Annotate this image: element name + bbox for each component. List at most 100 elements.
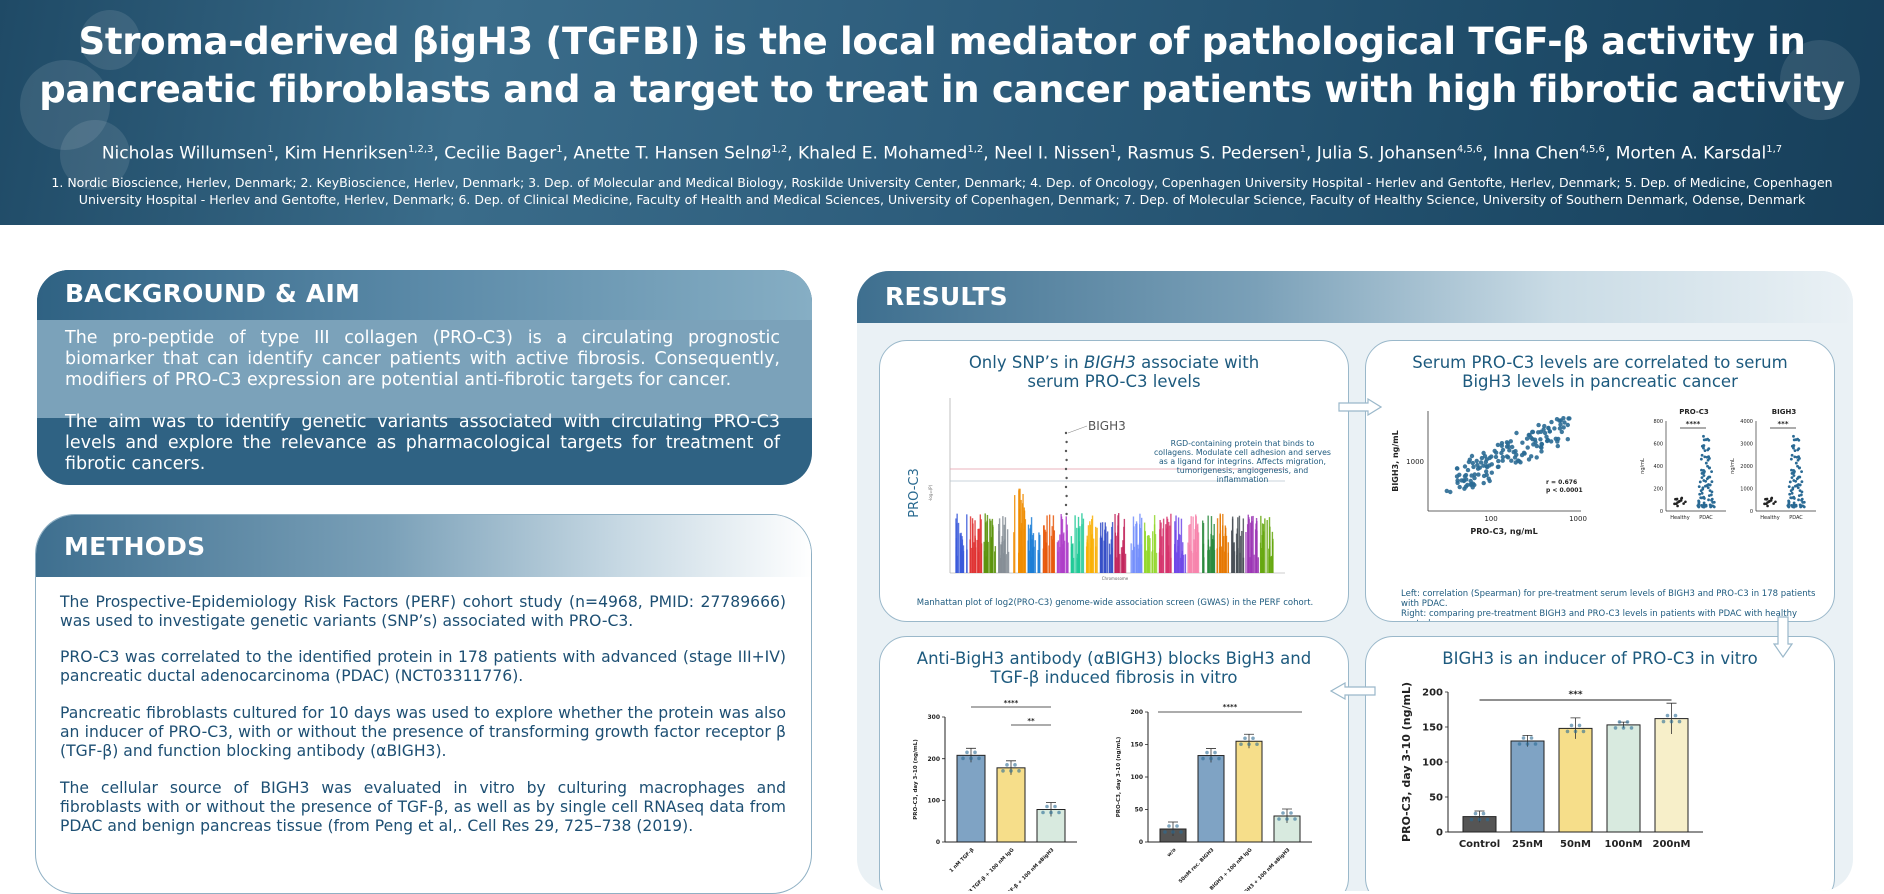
pdac-point <box>1702 469 1706 472</box>
healthy-point <box>1676 504 1679 508</box>
scatter-point <box>1542 423 1547 429</box>
scatter-point <box>1565 422 1570 428</box>
card-title: Serum PRO-C3 levels are correlated to se… <box>1412 353 1788 391</box>
replicate-point <box>1201 756 1205 761</box>
results-panel: RESULTS Only SNP’s in BIGH3 associate wi… <box>857 271 1853 891</box>
replicate-point <box>1613 726 1618 730</box>
pdac-point <box>1702 479 1706 482</box>
pdac-point <box>1710 470 1713 474</box>
replicate-point <box>1251 736 1255 741</box>
scatter-point <box>1487 455 1492 461</box>
pdac-point <box>1702 497 1706 500</box>
pdac-point <box>1794 461 1798 465</box>
scatter-point <box>1554 417 1560 422</box>
methods-paragraph: PRO-C3 was correlated to the identified … <box>60 648 786 685</box>
pdac-point <box>1702 474 1706 477</box>
pdac-point <box>1705 477 1709 481</box>
methods-paragraph: The cellular source of BIGH3 was evaluat… <box>60 779 786 835</box>
replicate-point <box>1255 742 1259 747</box>
pdac-point <box>1793 449 1797 453</box>
scatter-point <box>1465 467 1471 473</box>
scatter-point <box>1457 484 1462 490</box>
scatter-point <box>1455 478 1460 483</box>
pdac-point <box>1700 496 1704 500</box>
replicate-point <box>1013 763 1017 767</box>
replicate-point <box>1001 769 1005 773</box>
replicate-point <box>1205 750 1209 755</box>
replicate-point <box>1167 824 1171 828</box>
author-affiliation-number: 1,2 <box>967 144 984 155</box>
dotplot-category: Healthy <box>1670 515 1689 521</box>
pdac-point <box>1705 484 1709 488</box>
scatter-point <box>1481 450 1486 456</box>
dotplot-y-tick: 2000 <box>1740 464 1753 470</box>
bar-y-tick: 150 <box>1422 723 1443 734</box>
figure-caption: Manhattan plot of log2(PRO-C3) genome-wi… <box>916 598 1314 608</box>
bar <box>1235 740 1263 843</box>
replicate-point <box>1289 811 1293 815</box>
author-name: Nicholas Willumsen <box>101 143 268 164</box>
bar-y-tick: 200 <box>927 756 940 763</box>
pdac-point <box>1790 476 1794 479</box>
pdac-point <box>1708 466 1712 470</box>
pdac-point <box>1700 503 1703 507</box>
scatter-point <box>1455 466 1460 471</box>
scatter-point <box>1524 436 1530 441</box>
replicate-point <box>973 750 977 755</box>
pdac-point <box>1796 458 1800 462</box>
dotplot-y-tick: 400 <box>1653 464 1663 470</box>
pdac-point <box>1702 446 1705 450</box>
snp-point <box>1065 440 1068 444</box>
snp-point <box>1064 467 1068 471</box>
scatter-point <box>1478 460 1484 465</box>
pdac-point <box>1792 444 1796 447</box>
scatter-point <box>1516 458 1522 464</box>
scatter-point <box>1534 455 1539 460</box>
pdac-point <box>1792 497 1796 500</box>
scatter-point <box>1500 454 1506 460</box>
bar-category: 1 nM TGF-β <box>949 847 976 874</box>
arrow-right-icon <box>1338 398 1382 416</box>
scatter-point <box>1462 474 1468 479</box>
scatter-point <box>1562 420 1567 425</box>
replicate-point <box>1277 817 1281 821</box>
replicate-point <box>1045 804 1049 809</box>
manhattan-ylabel: PRO-C3 <box>907 468 922 518</box>
author-affiliation-number: 4,5,6 <box>1456 144 1483 155</box>
pdac-point <box>1797 447 1801 451</box>
scatter-point <box>1538 437 1543 442</box>
scatter-point <box>1466 459 1472 465</box>
pdac-point <box>1707 498 1710 502</box>
scatter-point <box>1536 422 1541 428</box>
pdac-point <box>1789 489 1793 493</box>
pdac-point <box>1792 438 1796 442</box>
bar-y-tick: 100 <box>927 797 940 804</box>
scatter-point <box>1567 416 1572 421</box>
pdac-point <box>1792 434 1795 438</box>
replicate-point <box>1171 830 1175 834</box>
scatter-point <box>1513 460 1518 465</box>
bar-category: 200nM <box>1653 839 1691 850</box>
scatter-point <box>1504 454 1510 459</box>
scatter-point <box>1500 447 1506 453</box>
section-title-bar <box>37 270 812 320</box>
bar <box>1558 727 1593 833</box>
scatter-point <box>1448 489 1453 495</box>
bar-category: 25nM <box>1512 839 1543 850</box>
arrow-down-icon <box>1773 616 1793 658</box>
pdac-point <box>1698 492 1702 496</box>
author-name: Neel I. Nissen <box>994 143 1111 164</box>
dotplot-ylabel: ng/mL <box>1730 458 1736 474</box>
dotplot-category: PDAC <box>1699 515 1713 521</box>
figure-caption: Left: correlation (Spearman) for pre-tre… <box>1401 589 1816 621</box>
replicate-point <box>1625 720 1630 724</box>
scatter-point <box>1514 430 1519 436</box>
healthy-point <box>1684 500 1687 504</box>
replicate-point <box>1577 723 1582 728</box>
replicate-point <box>1533 742 1538 746</box>
replicate-point <box>965 750 969 755</box>
scatter-point <box>1470 481 1476 486</box>
card-title: Only SNP’s in BIGH3 associate with serum… <box>968 353 1260 391</box>
background-paragraph: The pro-peptide of type III collagen (PR… <box>65 328 780 390</box>
bigh3-annotation: RGD-containing protein that binds to col… <box>1153 439 1331 484</box>
